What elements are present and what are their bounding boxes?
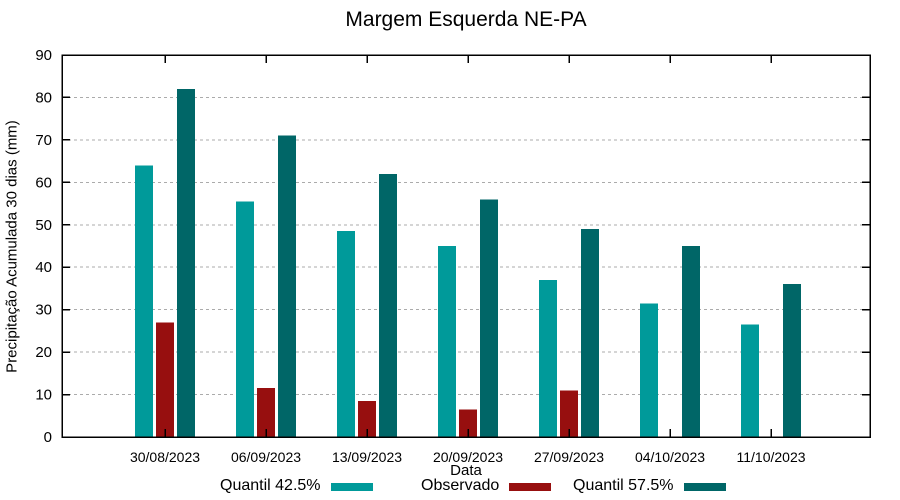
x-tick-label: 11/10/2023 [737, 449, 806, 465]
y-tick-label: 90 [35, 47, 52, 64]
legend-item-quantil-42-5: Quantil 42.5% [220, 477, 373, 495]
legend-label: Quantil 57.5% [573, 477, 674, 494]
bar-quantil-42-5- [539, 279, 558, 437]
x-tick-label: 20/09/2023 [433, 449, 503, 465]
x-tick-label: 06/09/2023 [231, 449, 301, 465]
bar-quantil-57-5- [682, 246, 701, 437]
y-tick-label: 70 [35, 132, 52, 149]
bar-quantil-57-5- [480, 199, 499, 437]
legend: Quantil 42.5% Observado Quantil 57.5% [0, 477, 900, 497]
legend-label: Observado [421, 477, 500, 494]
bar-observado [358, 400, 377, 437]
bar-quantil-57-5- [581, 229, 600, 437]
x-tick-label: 27/09/2023 [534, 449, 604, 465]
bar-quantil-42-5- [640, 303, 659, 437]
y-tick-label: 10 [35, 387, 52, 404]
legend-swatch-observado [509, 483, 552, 491]
legend-swatch-quantil-42-5 [330, 483, 373, 491]
y-axis-label: Precipitação Acumulada 30 dias (mm) [3, 120, 21, 373]
legend-swatch-quantil-57-5 [683, 483, 726, 491]
y-tick-label: 0 [44, 429, 52, 446]
bar-quantil-57-5- [379, 173, 398, 437]
legend-label: Quantil 42.5% [220, 477, 321, 494]
bar-quantil-42-5- [337, 231, 356, 437]
plot-border [61, 54, 871, 438]
x-tick-label: 13/09/2023 [332, 449, 402, 465]
chart-title: Margem Esquerda NE-PA [345, 8, 587, 31]
bar-quantil-42-5- [438, 246, 457, 437]
y-tick-label: 30 [35, 302, 52, 319]
bar-quantil-57-5- [783, 284, 802, 437]
legend-item-quantil-57-5: Quantil 57.5% [573, 477, 726, 495]
x-axis-label: Data [450, 462, 482, 479]
y-tick-label: 60 [35, 174, 52, 191]
bar-quantil-42-5- [741, 324, 760, 437]
bar-observado [156, 322, 175, 437]
bar-observado [560, 390, 579, 437]
x-tick-label: 30/08/2023 [130, 449, 200, 465]
y-tick-label: 20 [35, 344, 52, 361]
y-tick-label: 80 [35, 89, 52, 106]
bar-observado [459, 409, 478, 437]
bar-quantil-57-5- [278, 135, 297, 437]
x-tick-label: 04/10/2023 [635, 449, 705, 465]
bar-quantil-57-5- [177, 88, 196, 437]
bar-quantil-42-5- [236, 201, 255, 437]
bar-observado [257, 388, 276, 437]
y-tick-label: 40 [35, 259, 52, 276]
y-tick-label: 50 [35, 217, 52, 234]
legend-item-observado: Observado [421, 477, 552, 495]
bar-quantil-42-5- [135, 165, 154, 437]
